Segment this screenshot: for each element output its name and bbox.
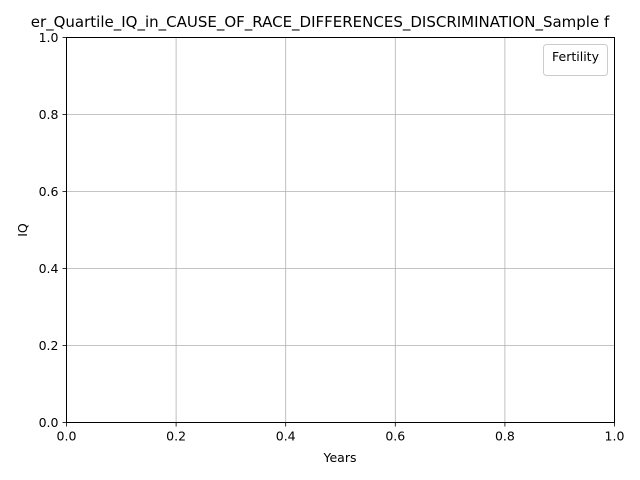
y-tick-label: 0.2 [39, 338, 59, 353]
legend-box [543, 44, 608, 76]
plot-area-frame [66, 37, 615, 423]
x-tick-label: 0.8 [495, 429, 515, 444]
x-tick-label: 0.6 [385, 429, 405, 444]
chart-title: er_Quartile_IQ_in_CAUSE_OF_RACE_DIFFEREN… [31, 13, 610, 32]
x-tick-label: 1.0 [605, 429, 625, 444]
x-tick-label: 0.2 [166, 429, 186, 444]
x-axis-label: Years [323, 450, 357, 465]
y-tick-label: 0.0 [39, 415, 59, 430]
y-tick-label: 0.4 [39, 261, 59, 276]
y-tick-label: 1.0 [39, 30, 59, 45]
legend: Fertility [543, 44, 608, 76]
x-tick-label: 0.4 [276, 429, 296, 444]
x-axis: 0.0 0.2 0.4 0.6 0.8 1.0 [57, 422, 625, 444]
grid [66, 37, 615, 423]
y-axis-label: IQ [15, 223, 30, 237]
legend-title: Fertility [552, 49, 600, 64]
y-axis: 0.0 0.2 0.4 0.6 0.8 1.0 [39, 30, 67, 430]
x-tick-label: 0.0 [57, 429, 77, 444]
y-tick-label: 0.8 [39, 107, 59, 122]
y-tick-label: 0.6 [39, 184, 59, 199]
